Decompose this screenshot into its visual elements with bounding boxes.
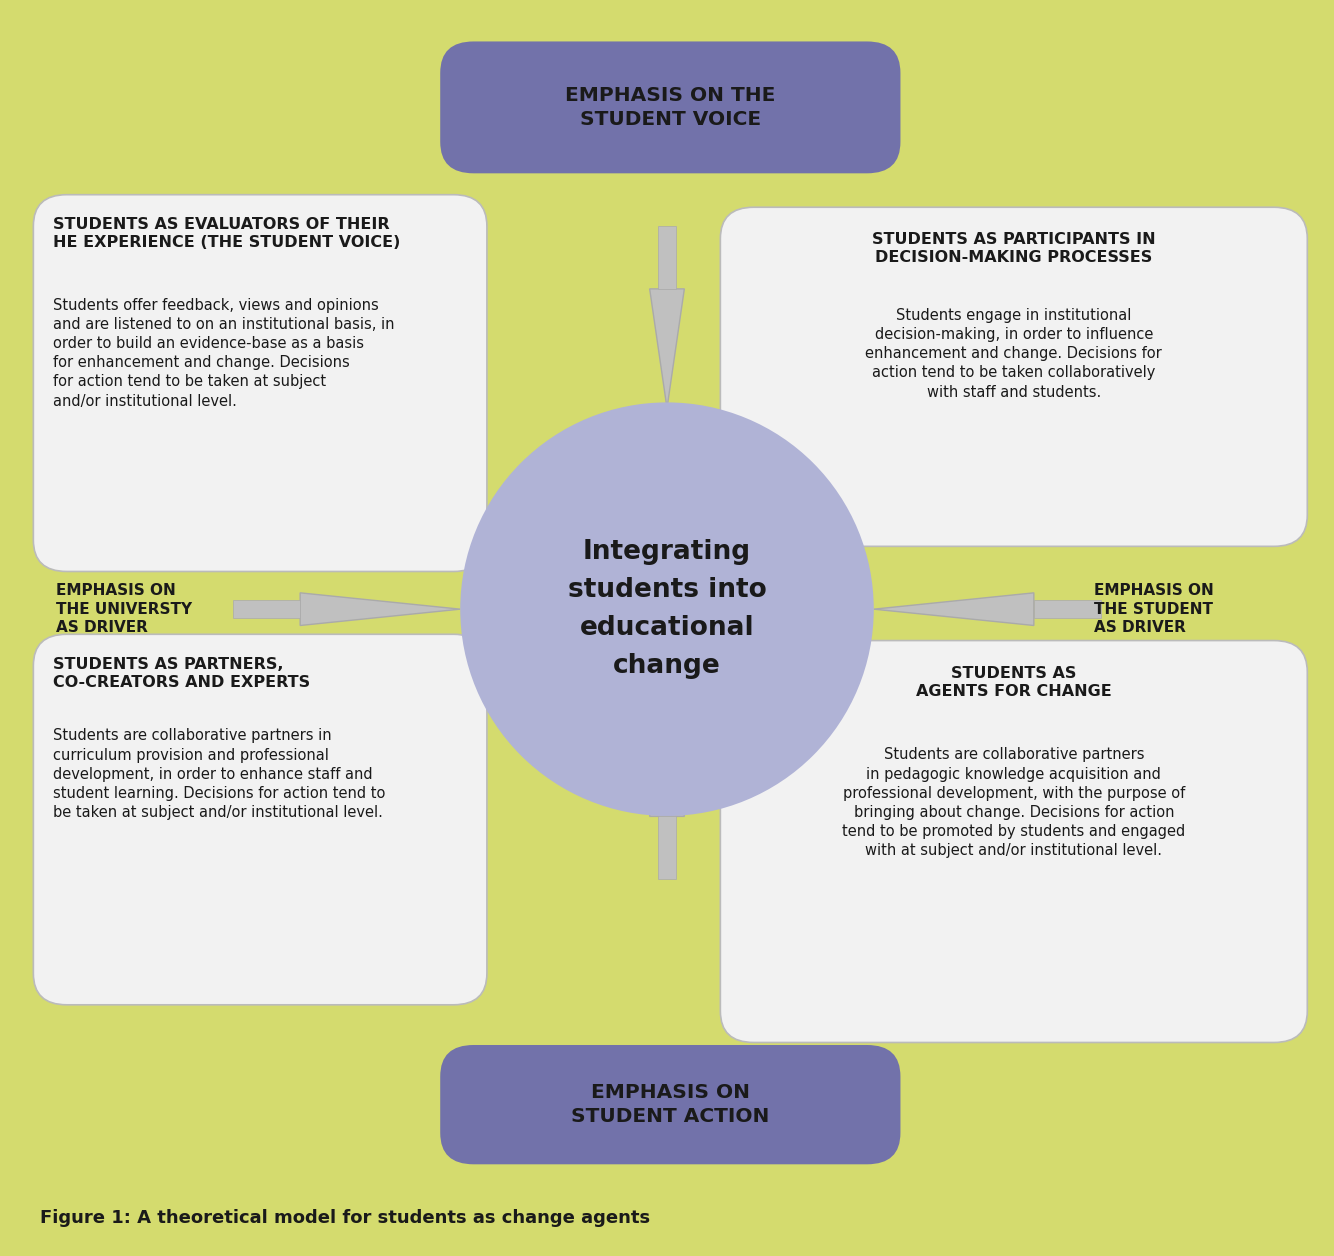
Ellipse shape — [460, 402, 874, 816]
Polygon shape — [658, 816, 676, 879]
Text: Students are collaborative partners in
curriculum provision and professional
dev: Students are collaborative partners in c… — [53, 728, 386, 820]
FancyBboxPatch shape — [720, 207, 1307, 546]
Text: STUDENTS AS EVALUATORS OF THEIR
HE EXPERIENCE (THE STUDENT VOICE): STUDENTS AS EVALUATORS OF THEIR HE EXPER… — [53, 217, 400, 250]
FancyBboxPatch shape — [33, 634, 487, 1005]
Text: STUDENTS AS PARTNERS,
CO-CREATORS AND EXPERTS: STUDENTS AS PARTNERS, CO-CREATORS AND EX… — [53, 657, 311, 690]
Text: EMPHASIS ON
THE STUDENT
AS DRIVER: EMPHASIS ON THE STUDENT AS DRIVER — [1094, 583, 1214, 636]
Text: EMPHASIS ON
STUDENT ACTION: EMPHASIS ON STUDENT ACTION — [571, 1083, 770, 1127]
Polygon shape — [650, 289, 684, 408]
Text: Students engage in institutional
decision-making, in order to influence
enhancem: Students engage in institutional decisio… — [866, 308, 1162, 399]
Polygon shape — [650, 691, 684, 816]
FancyBboxPatch shape — [720, 641, 1307, 1042]
Polygon shape — [874, 593, 1034, 625]
FancyBboxPatch shape — [440, 1045, 900, 1164]
Polygon shape — [233, 600, 300, 618]
Text: EMPHASIS ON
THE UNIVERSTY
AS DRIVER: EMPHASIS ON THE UNIVERSTY AS DRIVER — [56, 583, 192, 636]
FancyBboxPatch shape — [33, 195, 487, 571]
Text: STUDENTS AS PARTICIPANTS IN
DECISION-MAKING PROCESSES: STUDENTS AS PARTICIPANTS IN DECISION-MAK… — [872, 232, 1155, 265]
Text: STUDENTS AS
AGENTS FOR CHANGE: STUDENTS AS AGENTS FOR CHANGE — [916, 666, 1111, 698]
Text: Integrating
students into
educational
change: Integrating students into educational ch… — [568, 539, 766, 679]
Polygon shape — [658, 226, 676, 289]
Polygon shape — [300, 593, 460, 625]
Text: EMPHASIS ON THE
STUDENT VOICE: EMPHASIS ON THE STUDENT VOICE — [566, 85, 775, 129]
Text: Students are collaborative partners
in pedagogic knowledge acquisition and
profe: Students are collaborative partners in p… — [842, 747, 1186, 858]
FancyBboxPatch shape — [440, 41, 900, 173]
Polygon shape — [1034, 600, 1101, 618]
Text: Students offer feedback, views and opinions
and are listened to on an institutio: Students offer feedback, views and opini… — [53, 298, 395, 408]
Text: Figure 1: A theoretical model for students as change agents: Figure 1: A theoretical model for studen… — [40, 1210, 650, 1227]
